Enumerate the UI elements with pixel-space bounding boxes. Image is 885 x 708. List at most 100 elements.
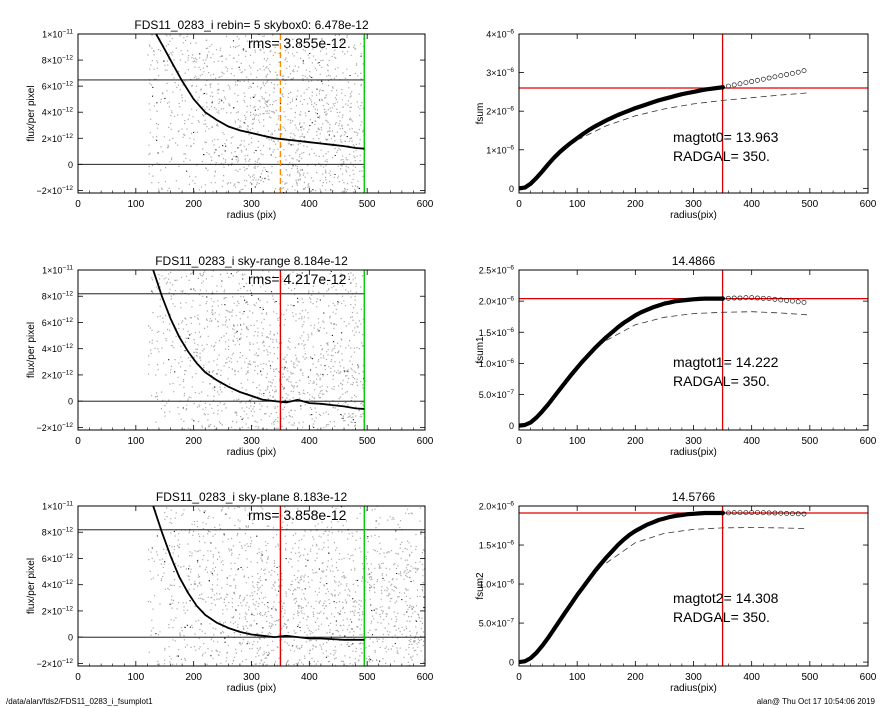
plot-frame: [518, 505, 869, 667]
x-tick-label: 300: [685, 436, 702, 447]
y-tick-label: 2.5×10−6: [479, 265, 515, 276]
x-tick-label: 200: [627, 672, 644, 683]
panel-2: magtot0= 13.963 RADGAL= 350. 0 100 200 300 400…: [475, 29, 877, 222]
x-tick-label: 500: [801, 199, 818, 210]
data-point: [795, 511, 801, 517]
y-tick-label: −2×10−12: [36, 185, 73, 196]
x-tick-label: 300: [685, 199, 702, 210]
data-point: [749, 295, 755, 301]
x-tick-label: 400: [301, 199, 318, 210]
y-tick-label: 1×10−11: [42, 29, 73, 40]
model-curve: [577, 92, 807, 141]
rms-annotation: rms= 3.858e-12: [248, 507, 347, 523]
y-tick-label: 8×10−12: [42, 527, 74, 538]
chart-title: FDS11_0283_i rebin= 5 skybox0: 6.478e-12: [134, 18, 369, 32]
x-tick-label: 600: [417, 436, 434, 447]
cumulative-curve: [519, 510, 725, 665]
y-tick-label: 1.5×10−6: [479, 327, 515, 338]
cumulative-curve: [519, 85, 725, 191]
y-axis-label: flux/per pixel: [26, 85, 37, 141]
y-axis-label: flux/per pixel: [26, 322, 37, 378]
x-tick-label: 500: [801, 672, 818, 683]
y-axis-label: fsum1: [475, 336, 486, 364]
x-tick-label: 200: [627, 436, 644, 447]
scatter-points: [147, 34, 366, 193]
y-tick-label: 1×10−11: [42, 501, 73, 512]
data-point: [766, 510, 772, 516]
y-tick-label: 0: [509, 184, 514, 194]
x-tick-label: 400: [743, 436, 760, 447]
y-tick-label: −2×10−12: [36, 422, 73, 433]
chart-title: FDS11_0283_i sky-range 8.184e-12: [155, 254, 348, 268]
panel-5: 0 100 200 300 400 500 600−2×10−1202×10−124×10−…: [26, 490, 434, 694]
x-tick-label: 400: [743, 672, 760, 683]
plot-area: [78, 270, 366, 430]
data-point: [720, 296, 725, 301]
cumulative-curve: [519, 296, 725, 428]
data-point: [743, 80, 749, 85]
y-tick-label: 4×10−12: [42, 579, 74, 590]
x-tick-label: 200: [627, 199, 644, 210]
panel-1: 0 100 200 300 400 500 600−2×10−1202×10−124×10−…: [26, 18, 434, 221]
y-tick-label: 8×10−12: [42, 291, 74, 302]
y-tick-label: 2.0×10−6: [479, 296, 515, 307]
scatter-points: [147, 270, 365, 430]
plot-area: [78, 506, 425, 666]
x-tick-label: 100: [569, 672, 586, 683]
data-point: [737, 295, 743, 301]
y-tick-label: 1.5×10−6: [479, 540, 515, 551]
x-tick-label: 600: [860, 436, 877, 447]
y-tick-label: 4×10−6: [486, 29, 514, 40]
y-axis-label: fsum: [475, 103, 486, 125]
x-tick-label: 200: [185, 436, 202, 447]
x-tick-label: 0: [516, 672, 522, 683]
x-axis-label: radius(pix): [670, 210, 717, 221]
data-point: [760, 510, 766, 516]
x-tick-label: 0: [516, 199, 522, 210]
y-tick-label: 0: [68, 633, 73, 643]
panel-6: magtot2= 14.308 RADGAL= 350. 0 100 200 300 400…: [475, 490, 877, 694]
data-point: [737, 81, 743, 87]
data-point: [760, 295, 766, 301]
extrapolated-points: [720, 295, 807, 305]
y-tick-label: 6×10−12: [42, 317, 74, 328]
plot-area: [519, 270, 868, 430]
x-tick-label: 400: [301, 672, 318, 683]
y-tick-label: 2×10−6: [486, 106, 514, 117]
x-tick-label: 600: [417, 199, 434, 210]
x-axis-label: radius (pix): [227, 447, 276, 458]
profile-line: [152, 270, 365, 410]
data-point: [755, 510, 760, 515]
data-point: [790, 298, 795, 304]
scatter-points: [147, 506, 425, 666]
model-curve: [606, 311, 807, 341]
x-tick-label: 200: [185, 672, 202, 683]
data-point: [743, 295, 749, 301]
data-point: [720, 84, 725, 90]
footer-user-timestamp: alan@ Thu Oct 17 10:54:06 2019: [756, 697, 875, 706]
data-point: [778, 510, 784, 516]
y-tick-label: 3×10−6: [486, 67, 514, 78]
data-point: [790, 71, 795, 76]
chart-title: 14.5766: [672, 490, 716, 504]
extrapolated-points: [720, 68, 807, 90]
panel-4: magtot1= 14.222 RADGAL= 350. 0 100 200 300 400…: [475, 254, 877, 458]
x-tick-label: 300: [243, 199, 260, 210]
chart-title: FDS11_0283_i sky-plane 8.183e-12: [156, 490, 348, 504]
y-tick-label: 6×10−12: [42, 81, 74, 92]
x-tick-label: 300: [685, 672, 702, 683]
data-point: [726, 295, 731, 301]
data-point: [772, 510, 778, 516]
x-tick-label: 500: [359, 199, 376, 210]
data-point: [755, 77, 760, 83]
x-axis-label: radius(pix): [670, 447, 717, 458]
annotation-radgal: RADGAL= 350.: [673, 609, 770, 625]
scatter-points-dark: [151, 506, 425, 662]
y-tick-label: 8×10−12: [42, 55, 74, 66]
x-tick-label: 600: [417, 672, 434, 683]
y-tick-label: 6×10−12: [42, 553, 74, 564]
y-tick-label: 1×10−11: [42, 265, 73, 276]
data-point: [801, 68, 807, 74]
y-tick-label: 0: [509, 421, 514, 431]
